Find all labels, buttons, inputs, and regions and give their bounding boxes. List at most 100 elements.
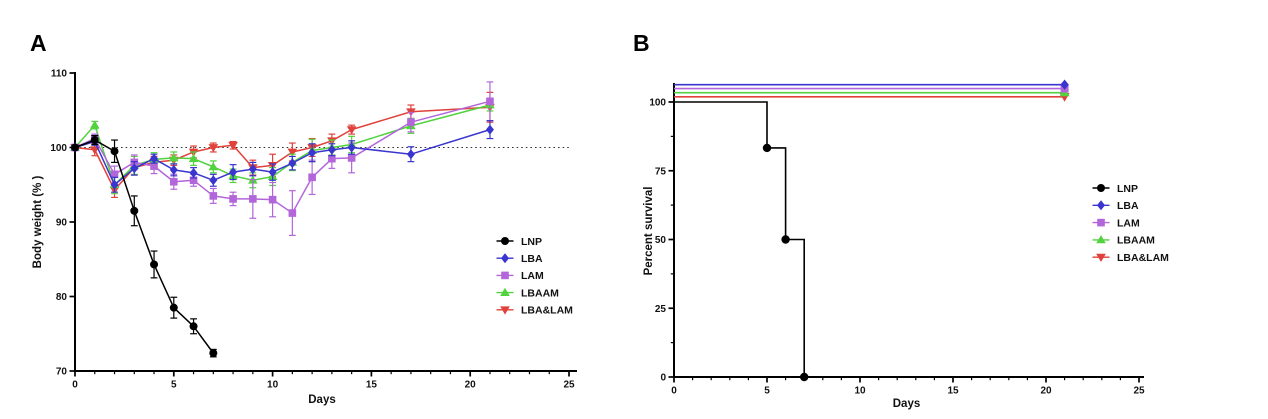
lba-marker [1060,79,1069,90]
panel-a-series-lbaandlam [70,91,495,199]
panel-b-legend-label-lnp: LNP [1117,183,1138,195]
panel-b-legend: LNP LBA LAM LBAAM LBA&LAM [1092,183,1169,264]
lnp-marker [169,303,178,312]
lbaam-legend-marker [500,287,510,296]
panel-a: 0 5 10 15 20 25 70 80 90 100 110 LNP LBA LAM LBAAM LBA&… [50,69,577,391]
lbaam-error-bars [71,98,494,195]
panel-a-x-tick-label: 20 [465,380,477,391]
lam-marker [308,173,316,182]
panel-a-x-tick-label: 10 [267,380,279,391]
panel-b-y-tick-label: 0 [660,373,666,384]
lba-marker [150,153,159,164]
panel-b-x-tick-label: 5 [764,386,770,397]
panel-b-legend-item-lbaandlam: LBA&LAM [1092,252,1169,264]
lnp-marker [762,143,772,153]
lbaandlam-marker [287,148,298,157]
lnp-marker [800,372,809,382]
panel-b-legend-label-lba: LBA [1117,200,1139,212]
lnp-marker [209,349,218,358]
lnp-marker [130,206,139,215]
panel-a-x-tick-label: 25 [563,380,575,391]
lam-marker [170,177,178,186]
lbaandlam-legend-marker [1096,253,1106,262]
panel-b-y-tick-label: 75 [655,166,667,177]
panel-a-x-axis-title: Days [308,394,336,406]
panel-a-x-tick-label: 15 [366,380,378,391]
panel-b-series-lbaandlam [674,93,1070,102]
panel-b-x-tick-label: 25 [1133,386,1145,397]
lba-line [74,128,491,186]
lba-marker [268,167,277,178]
panel-a-legend-item-lam: LAM [496,270,544,282]
lam-marker [268,195,277,204]
panel-b-series-lba [674,79,1069,90]
panel-b-legend-item-lam: LAM [1092,217,1140,229]
lam-marker [288,209,297,217]
panel-a-legend-label-lbaam: LBAAM [521,287,559,299]
lam-marker [189,176,198,185]
lnp-marker [189,322,198,331]
panel-b-x-tick-label: 0 [671,386,677,397]
lbaandlam-marker [208,144,219,153]
lba-marker [347,142,356,153]
lba-marker [229,167,238,178]
panel-b-legend-label-lbaam: LBAAM [1117,235,1155,247]
lba-legend-marker [1097,200,1105,211]
lam-marker [249,195,257,203]
panel-b-x-axis-title: Days [892,398,921,410]
lam-marker [347,154,356,162]
lnp-marker [781,235,790,244]
lnp-marker [90,136,99,145]
lnp-marker [110,147,119,156]
panel-a-x-tick-label: 0 [72,380,78,391]
lbaam-marker [188,153,199,163]
panel-a-legend-item-lba: LBA [496,253,543,265]
panel-b-legend-item-lbaam: LBAAM [1092,235,1155,247]
panel-b-legend-label-lam: LAM [1117,217,1140,229]
panel-b-x-tick-label: 10 [854,386,866,397]
lam-marker [209,192,218,200]
lba-marker [248,164,257,175]
panel-b-legend-item-lba: LBA [1092,200,1139,212]
lam-marker [486,97,494,106]
panel-a-letter: A [30,30,47,56]
lba-marker [288,158,297,169]
lba-marker [189,167,198,178]
lbaam-marker [208,162,219,171]
lbaam-legend-marker [1096,235,1106,244]
lba-marker [130,163,139,174]
panel-b-axes [673,83,1144,378]
lbaandlam-error-bars [71,91,494,199]
lam-legend-marker [1097,218,1105,227]
lbaam-marker [89,120,100,129]
panel-a-y-tick-label: 90 [56,218,68,229]
lbaandlam-marker [228,141,238,151]
lam-marker [229,195,237,203]
lam-marker [407,118,415,126]
panel-b-legend-label-lbaandlam: LBA&LAM [1117,252,1169,264]
panel-a-y-axis-title: Body weight (% ) [32,175,44,269]
lnp-legend-marker [501,237,509,245]
panel-a-y-tick-label: 70 [56,367,68,378]
panel-a-axes [74,72,577,372]
lba-marker [209,175,218,186]
lbaam-marker [169,153,179,162]
panel-a-legend: LNP LBA LAM LBAAM LBA&LAM [496,236,573,317]
panel-a-legend-item-lbaam: LBAAM [496,287,559,299]
panel-a-y-tick-label: 80 [56,292,68,303]
lba-marker [169,164,178,175]
panel-b-ticks [668,101,1140,383]
panel-b-x-tick-label: 20 [1040,386,1052,397]
panel-a-legend-label-lba: LBA [521,253,543,265]
panel-a-legend-item-lbaandlam: LBA&LAM [496,305,573,317]
panel-a-y-tick-label: 100 [50,143,67,154]
lba-marker [485,124,494,135]
panel-a-ticks [69,72,570,377]
panel-b-letter: B [633,30,650,56]
panel-a-y-tick-label: 110 [51,69,68,80]
lam-marker [110,170,119,179]
panel-b-y-axis-title: Percent survival [643,186,655,276]
lba-marker [110,179,119,190]
